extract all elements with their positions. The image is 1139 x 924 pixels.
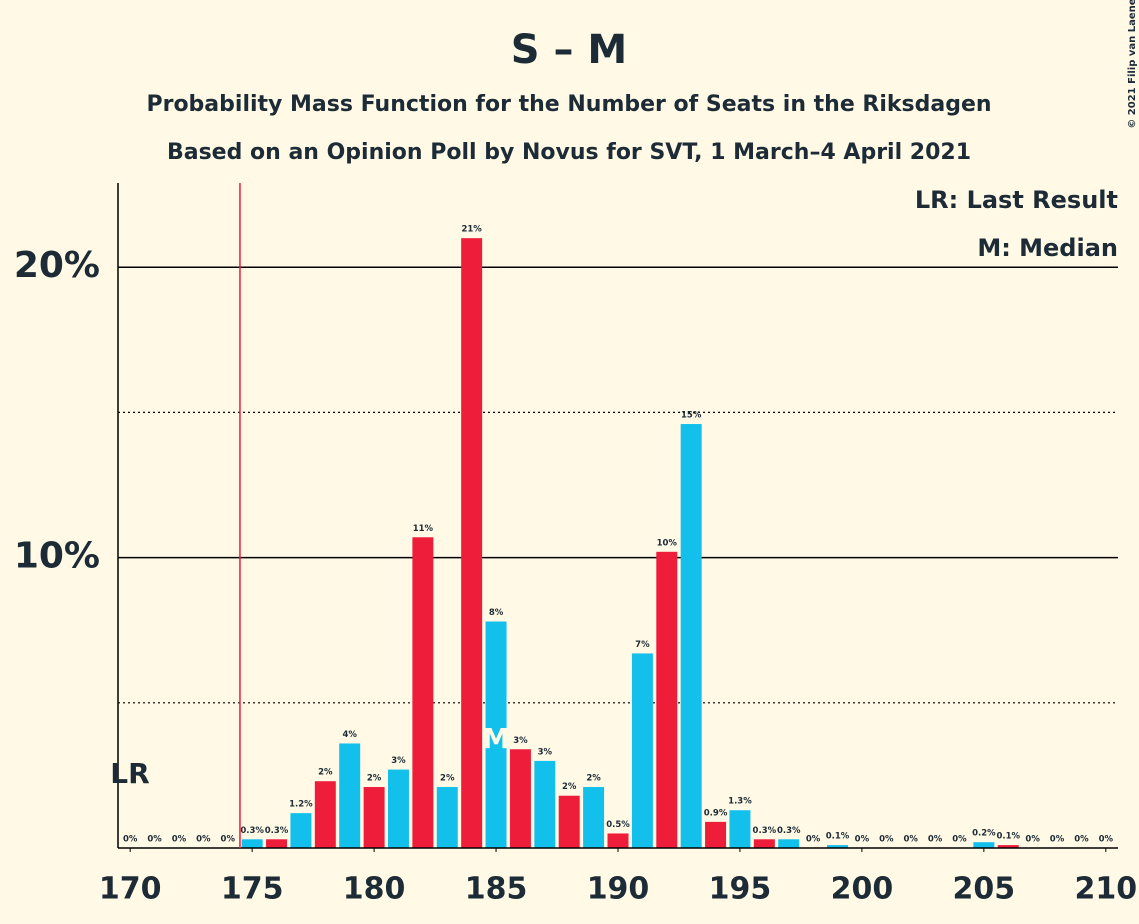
y-tick-label: 20% (14, 245, 100, 286)
value-label: 0% (903, 835, 918, 845)
median-label: M (482, 722, 510, 755)
value-label: 0% (1074, 835, 1089, 845)
value-label: 4% (342, 730, 357, 740)
value-label: 0.3% (753, 826, 777, 836)
value-label: 0% (952, 835, 967, 845)
bar (583, 787, 605, 848)
bar (534, 760, 556, 848)
value-label: 0% (1050, 835, 1065, 845)
value-label: 0% (147, 835, 162, 845)
bar (388, 769, 409, 848)
value-label: 0% (172, 835, 187, 845)
value-label: 2% (440, 774, 455, 784)
value-label: 11% (413, 524, 434, 534)
value-label: 0% (1025, 835, 1040, 845)
value-label: 7% (635, 640, 650, 650)
bar (558, 795, 580, 848)
value-label: 2% (367, 774, 382, 784)
value-label: 3% (513, 736, 528, 746)
bar (436, 787, 458, 848)
bar (461, 238, 483, 848)
bar (997, 845, 1019, 848)
x-tick-label: 205 (953, 872, 1016, 907)
copyright: © 2021 Filip van Laenen (1127, 0, 1138, 129)
bar (607, 833, 629, 848)
x-tick-label: 185 (465, 872, 528, 907)
bar (290, 813, 312, 848)
value-label: 0.5% (606, 820, 630, 830)
value-label: 0% (855, 835, 870, 845)
chart-subtitle: Based on an Opinion Poll by Novus for SV… (167, 140, 971, 165)
x-tick-label: 195 (709, 872, 772, 907)
value-label: 0.1% (826, 832, 850, 842)
value-label: 8% (489, 608, 504, 618)
bar (729, 810, 751, 848)
bar (509, 749, 531, 848)
value-label: 0.3% (240, 826, 264, 836)
value-label: 21% (461, 225, 482, 235)
bar (412, 537, 434, 848)
value-label: 0% (1099, 835, 1114, 845)
legend-entry: LR: Last Result (915, 186, 1118, 214)
y-tick-label: 10% (14, 536, 100, 577)
chart-title: S – M (511, 27, 627, 73)
bar (778, 839, 800, 848)
bar (705, 821, 727, 848)
value-label: 2% (586, 774, 601, 784)
value-label: 3% (391, 756, 406, 766)
bar (339, 743, 361, 848)
value-label: 0% (196, 835, 211, 845)
value-label: 0.2% (972, 829, 996, 839)
bar (485, 621, 507, 848)
value-label: 1.2% (289, 800, 313, 810)
value-label: 1.3% (728, 797, 752, 807)
value-label: 0% (221, 835, 236, 845)
x-tick-label: 200 (831, 872, 894, 907)
value-label: 0.1% (996, 832, 1020, 842)
value-label: 0.3% (265, 826, 289, 836)
x-tick-label: 180 (343, 872, 406, 907)
value-label: 0.3% (777, 826, 801, 836)
bar (631, 653, 653, 848)
bar (314, 781, 336, 848)
bar (753, 839, 775, 848)
value-label: 2% (562, 782, 577, 792)
value-label: 2% (318, 768, 333, 778)
bar (363, 787, 385, 848)
value-label: 0% (879, 835, 894, 845)
value-label: 0% (123, 835, 138, 845)
x-tick-label: 175 (221, 872, 284, 907)
value-label: 0% (928, 835, 943, 845)
bar (656, 551, 678, 848)
chart-subtitle: Probability Mass Function for the Number… (146, 92, 991, 117)
x-tick-label: 210 (1074, 872, 1137, 907)
bar (680, 424, 702, 848)
legend-entry: M: Median (977, 234, 1118, 262)
value-label: 0% (806, 835, 821, 845)
value-label: 10% (657, 538, 678, 548)
x-tick-label: 170 (99, 872, 162, 907)
value-label: 15% (681, 411, 702, 421)
bar (266, 839, 288, 848)
x-tick-label: 190 (587, 872, 650, 907)
bar (827, 845, 848, 848)
last-result-label: LR (110, 757, 149, 790)
bar (241, 839, 263, 848)
bar (973, 842, 995, 848)
value-label: 0.9% (704, 808, 728, 818)
value-label: 3% (538, 747, 553, 757)
